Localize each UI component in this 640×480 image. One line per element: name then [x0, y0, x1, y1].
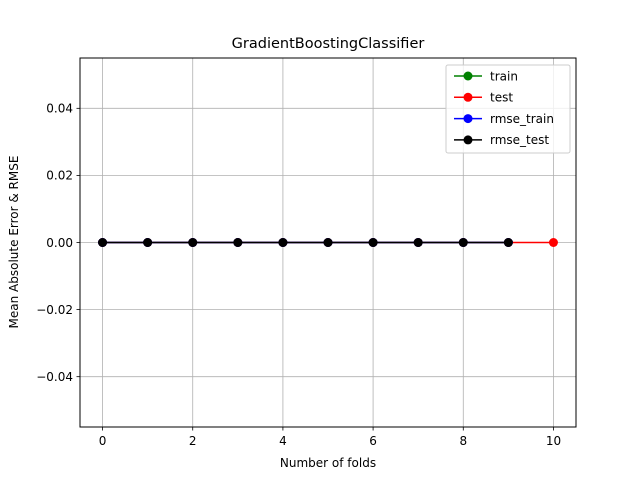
- legend-marker: [463, 135, 473, 145]
- chart-title: GradientBoostingClassifier: [232, 36, 425, 52]
- data-point: [368, 238, 378, 247]
- legend-marker: [463, 114, 473, 124]
- x-tick-label: 8: [459, 434, 467, 448]
- y-tick-label: 0.04: [46, 102, 73, 116]
- x-tick-label: 6: [369, 434, 377, 448]
- y-axis-ticks: −0.04 −0.02 0.00 0.02 0.04: [36, 102, 80, 384]
- legend-item: rmse_train: [454, 112, 554, 126]
- x-tick-label: 2: [189, 434, 197, 448]
- data-point: [323, 238, 333, 247]
- data-point: [413, 238, 423, 247]
- legend-label: train: [490, 69, 518, 83]
- series-layer: [98, 238, 558, 247]
- data-point: [233, 238, 243, 247]
- x-tick-label: 10: [546, 434, 561, 448]
- x-axis-ticks: 0 2 4 6 8 10: [99, 427, 561, 448]
- legend: train test rmse_train rmse_test: [445, 64, 571, 154]
- data-point: [143, 238, 153, 247]
- legend-label: rmse_test: [490, 133, 549, 147]
- data-point: [188, 238, 198, 247]
- y-tick-label: 0.00: [46, 236, 73, 250]
- data-point: [458, 238, 468, 247]
- y-tick-label: 0.02: [46, 169, 73, 183]
- legend-marker: [463, 92, 473, 102]
- data-point: [503, 238, 513, 247]
- legend-label: rmse_train: [490, 112, 554, 126]
- y-tick-label: −0.02: [36, 303, 73, 317]
- legend-label: test: [490, 91, 513, 105]
- legend-marker: [463, 71, 473, 81]
- x-axis-label: Number of folds: [280, 456, 376, 470]
- legend-item: test: [454, 91, 513, 105]
- y-tick-label: −0.04: [36, 370, 73, 384]
- legend-item: train: [454, 69, 518, 83]
- data-point: [98, 238, 108, 247]
- x-tick-label: 4: [279, 434, 287, 448]
- x-tick-label: 0: [99, 434, 107, 448]
- legend-item: rmse_test: [454, 133, 549, 147]
- y-axis-label: Mean Absolute Error & RMSE: [7, 156, 21, 329]
- legend-box: [445, 64, 571, 154]
- data-point: [278, 238, 288, 247]
- series-rmse_test: [98, 238, 513, 247]
- data-point: [548, 238, 558, 247]
